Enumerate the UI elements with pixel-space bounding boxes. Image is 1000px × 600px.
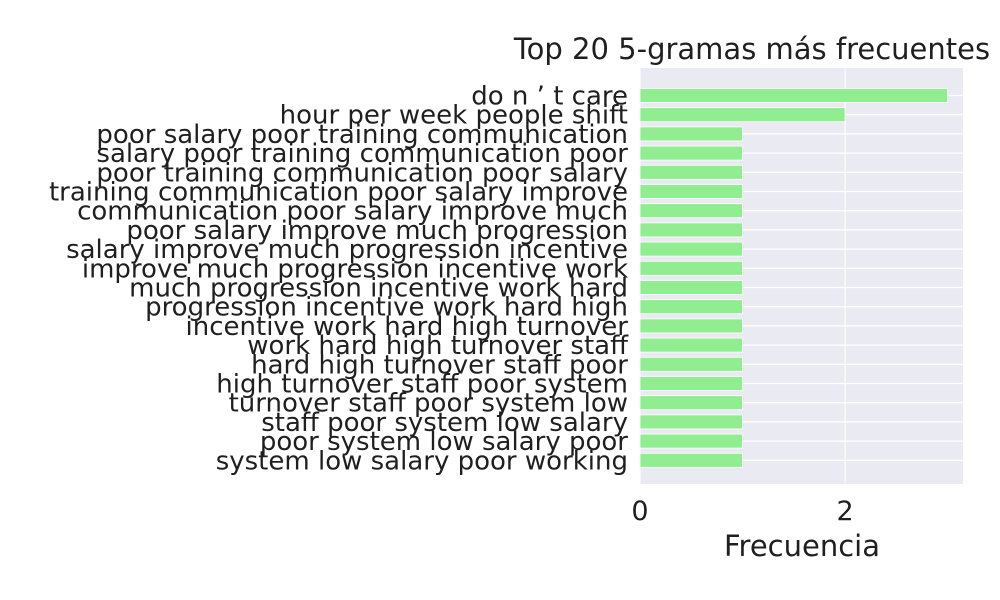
- y-tick-label: turnover staff poor system low: [229, 389, 628, 419]
- bar: [639, 126, 743, 142]
- y-tick-label: communication poor salary improve much: [77, 197, 628, 227]
- bar: [639, 88, 949, 103]
- bar: [639, 203, 743, 219]
- y-tick-label: poor salary poor training communication: [96, 120, 628, 150]
- bar: [639, 184, 743, 199]
- bar: [639, 395, 743, 411]
- y-tick-label: system low salary poor working: [216, 446, 628, 476]
- bar: [639, 280, 743, 295]
- y-tick-label: poor salary improve much progression: [126, 216, 628, 246]
- bar: [639, 356, 743, 372]
- y-tick-label: hour per week people shift: [280, 101, 628, 131]
- y-tick-label: improve much progression incentive work: [82, 254, 628, 284]
- y-tick-label: salary poor training communication poor: [96, 139, 628, 169]
- bar: [639, 241, 743, 257]
- y-tick-label: hard high turnover staff poor: [251, 350, 628, 380]
- bar: [639, 260, 743, 276]
- bar: [639, 145, 743, 161]
- y-tick-label: progression incentive work hard high: [145, 293, 628, 323]
- y-tick-label: training communication poor salary impro…: [49, 178, 628, 208]
- y-tick-label: much progression incentive work hard: [129, 274, 628, 304]
- bar: [639, 337, 743, 353]
- y-tick-label: work hard high turnover staff: [247, 331, 629, 361]
- y-tick-label: poor training communication poor salary: [96, 158, 628, 188]
- y-tick-label: do n ’ t care: [471, 82, 628, 112]
- y-tick-label: high turnover staff poor system: [216, 370, 628, 400]
- bar: [639, 414, 743, 430]
- bars: [639, 88, 949, 468]
- bar: [639, 452, 743, 468]
- bar: [639, 107, 846, 123]
- bar: [639, 299, 743, 315]
- bar: [639, 222, 743, 238]
- y-tick-label: poor system low salary poor: [260, 427, 628, 457]
- x-tick-label: 0: [631, 496, 648, 527]
- bar: [639, 433, 743, 449]
- chart-title: Top 20 5-gramas más frecuentes: [513, 32, 990, 66]
- x-tick-label: 2: [836, 496, 853, 527]
- bar: [639, 164, 743, 180]
- x-axis-label: Frecuencia: [724, 529, 880, 563]
- y-tick-label: incentive work hard high turnover: [186, 312, 629, 342]
- y-tick-label: staff poor system low salary: [261, 408, 628, 438]
- bar: [639, 318, 743, 334]
- bar: [639, 376, 743, 391]
- y-tick-label: salary improve much progression incentiv…: [66, 235, 628, 265]
